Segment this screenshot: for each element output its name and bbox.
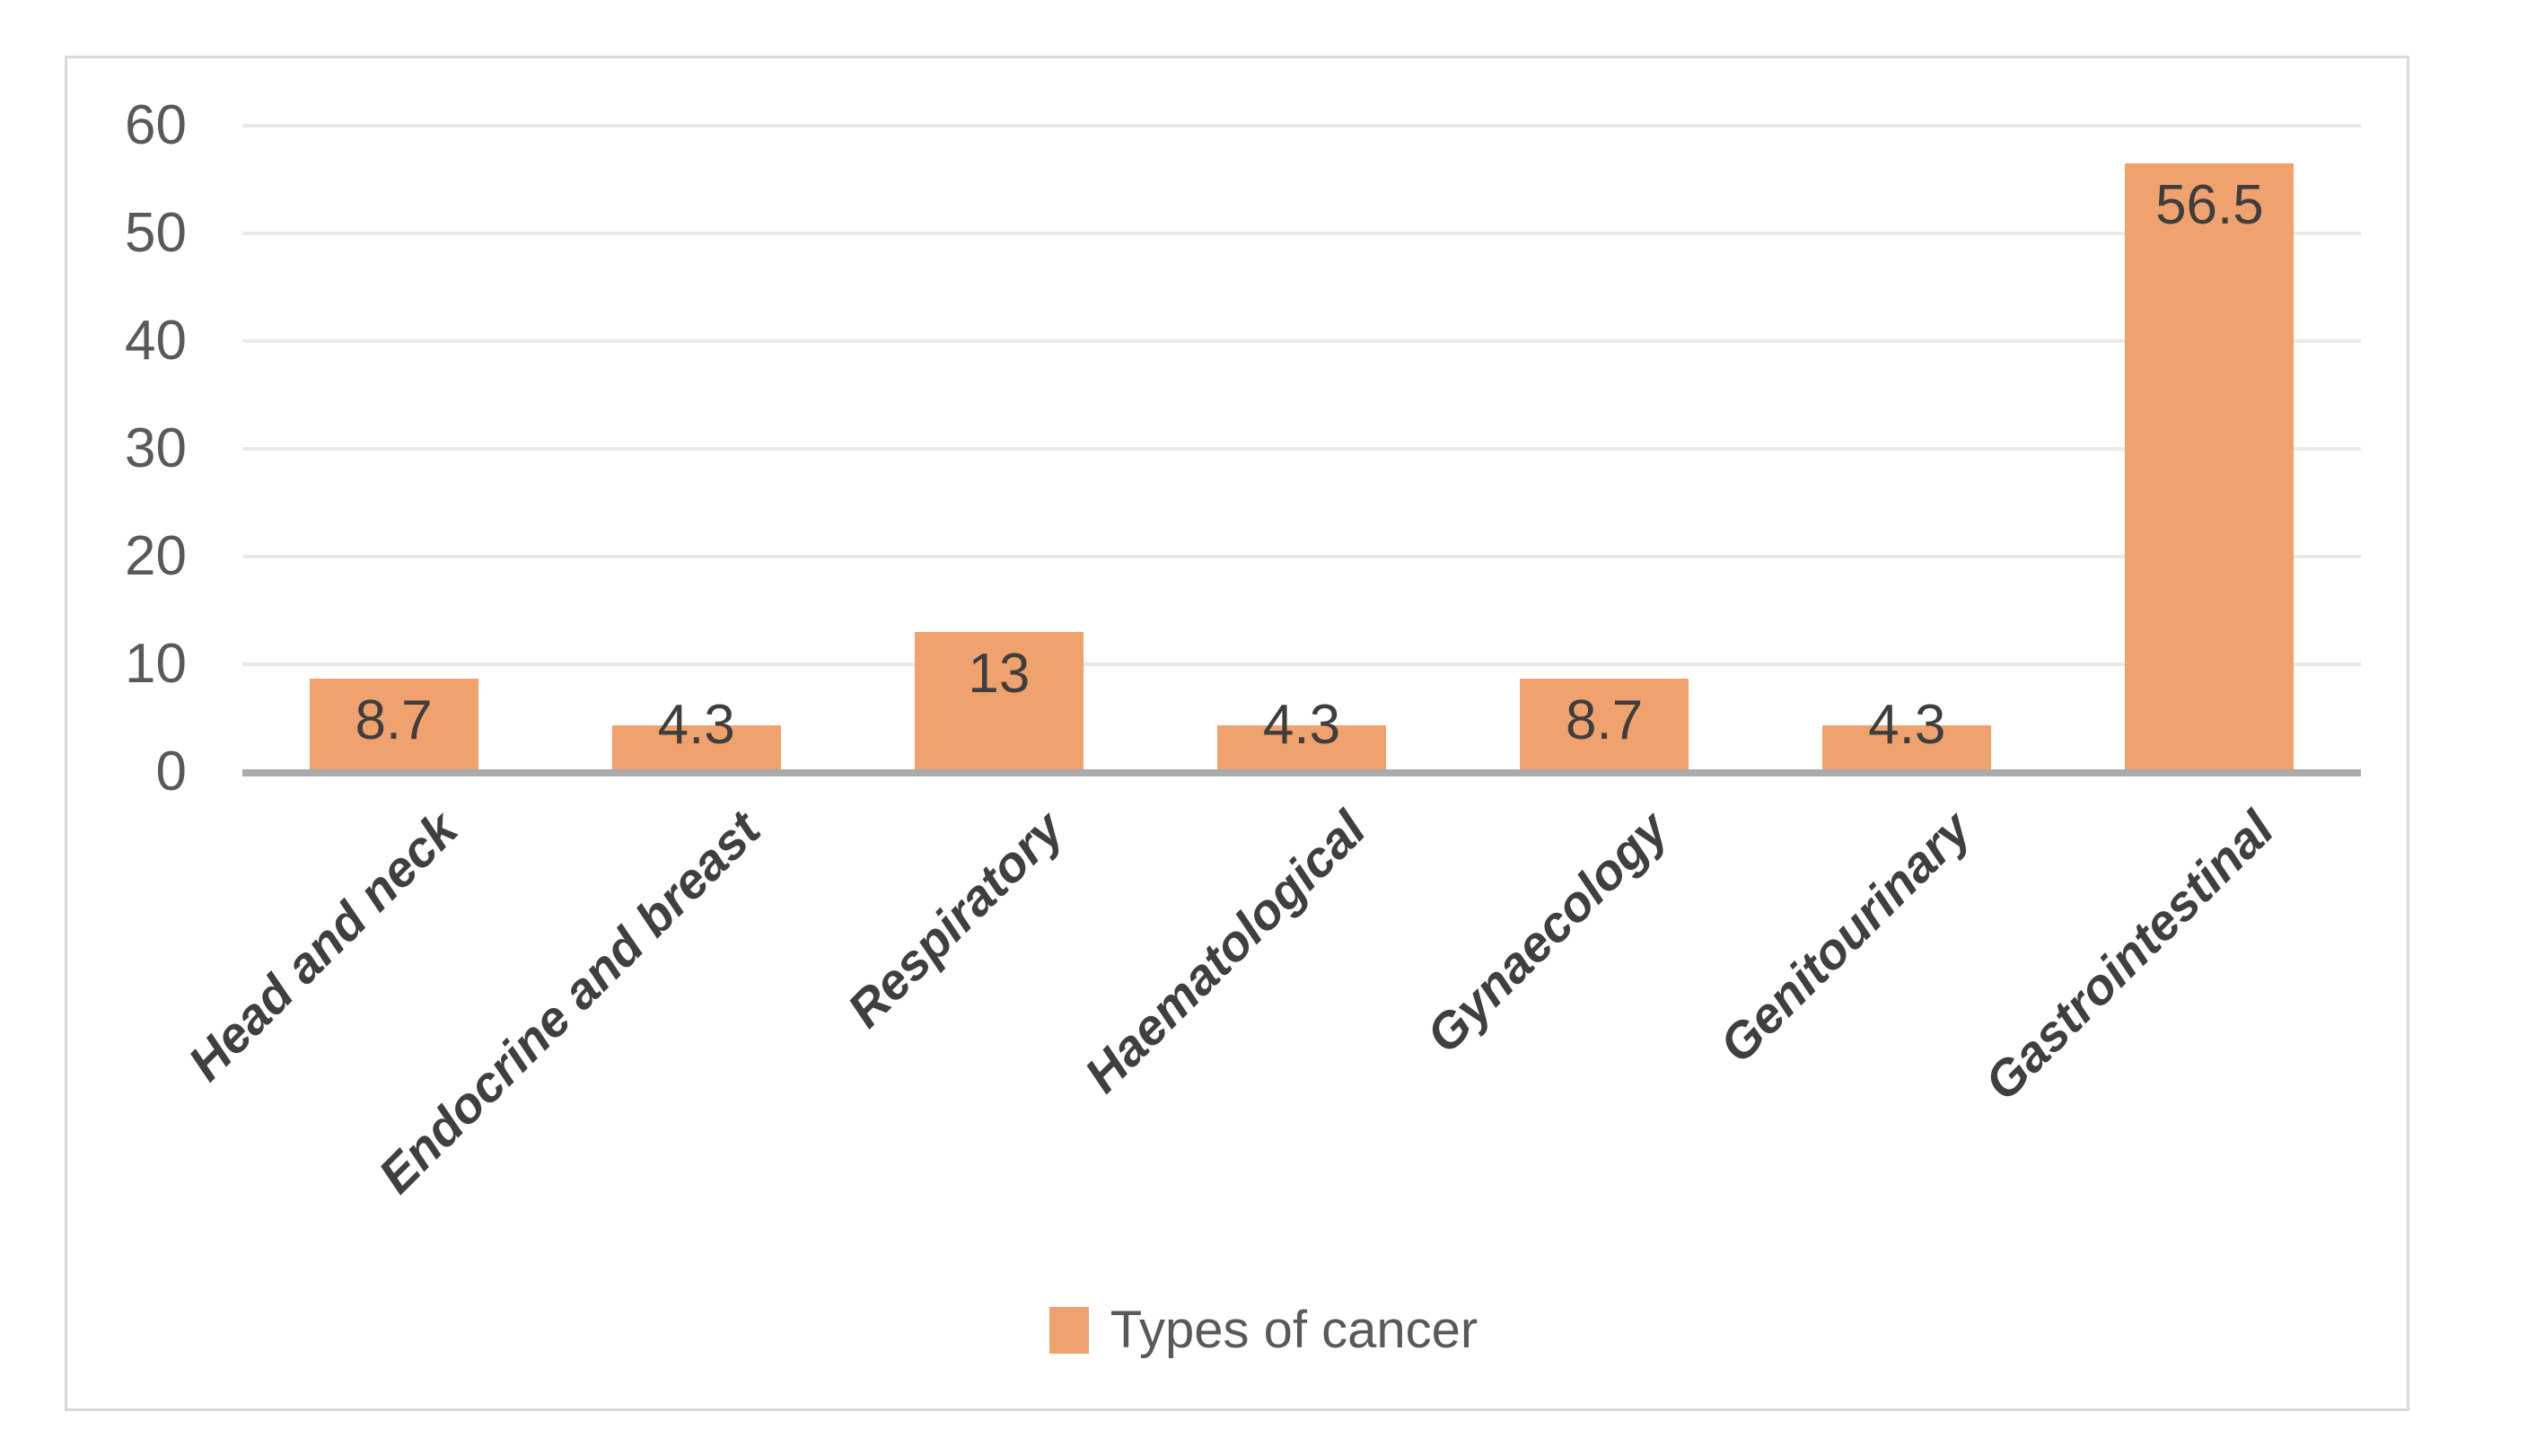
bar-value-label: 56.5: [2155, 174, 2264, 236]
bar: [1822, 725, 1992, 772]
bar: [309, 678, 478, 772]
bar: [1217, 725, 1386, 772]
bar: [2125, 163, 2294, 772]
legend: Types of cancer: [0, 1302, 2527, 1359]
y-tick-label: 30: [125, 417, 187, 479]
y-tick-label: 0: [155, 741, 187, 803]
gridline: [242, 339, 2361, 343]
y-tick-label: 50: [125, 202, 187, 264]
x-axis-line: [242, 769, 2361, 776]
bar: [1520, 678, 1689, 772]
gridline: [242, 232, 2361, 235]
bar-value-label: 4.3: [657, 694, 735, 757]
y-tick-label: 60: [125, 94, 187, 156]
legend-color-swatch: [1049, 1307, 1089, 1354]
bar-value-label: 13: [968, 643, 1031, 705]
bar-value-label: 8.7: [355, 689, 433, 751]
y-tick-label: 40: [125, 310, 187, 372]
gridline: [242, 447, 2361, 451]
gridline: [242, 124, 2361, 127]
bar-value-label: 8.7: [1566, 689, 1644, 751]
gridline: [242, 555, 2361, 558]
bar: [611, 725, 781, 772]
gridline: [242, 662, 2361, 666]
legend-label: Types of cancer: [1110, 1301, 1478, 1359]
bar-value-label: 4.3: [1868, 694, 1946, 757]
bar: [914, 632, 1084, 772]
y-tick-label: 20: [125, 525, 187, 587]
y-tick-label: 10: [125, 633, 187, 695]
bar-value-label: 4.3: [1262, 694, 1341, 757]
